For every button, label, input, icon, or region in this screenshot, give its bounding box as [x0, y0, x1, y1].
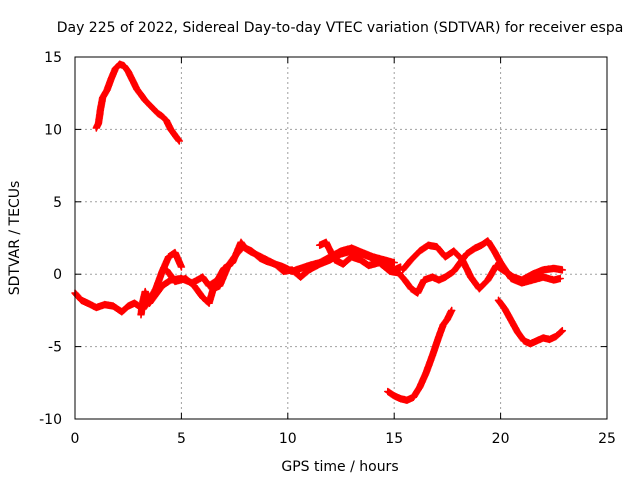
y-tick-label: 5	[53, 195, 62, 211]
x-axis-label: GPS time / hours	[281, 459, 398, 475]
data-series	[71, 60, 567, 404]
y-tick-label: 15	[44, 50, 62, 66]
y-axis-label: SDTVAR / TECUs	[7, 181, 23, 296]
y-tick-label: 10	[44, 122, 62, 138]
plot-frame	[74, 56, 608, 420]
y-tick-label: -5	[48, 340, 62, 356]
axis-ticks: 0 5 10 15 20 25 -10 -5 0 5 10 15	[39, 50, 616, 447]
series-track-8	[494, 296, 567, 348]
x-tick-label: 0	[71, 431, 80, 447]
y-tick-label: -10	[39, 412, 62, 428]
series-track-6	[398, 241, 567, 293]
series-markers	[315, 237, 564, 297]
series-markers	[398, 241, 567, 293]
series-markers	[92, 60, 184, 145]
x-tick-label: 5	[177, 431, 186, 447]
chart-title: Day 225 of 2022, Sidereal Day-to-day VTE…	[57, 20, 624, 36]
series-track-1	[92, 60, 184, 145]
series-markers	[384, 306, 456, 404]
grid	[75, 57, 607, 419]
series-track-7	[384, 306, 456, 404]
x-tick-label: 25	[598, 431, 616, 447]
series-track-5	[315, 237, 564, 297]
y-tick-label: 0	[53, 267, 62, 283]
series-markers	[494, 296, 567, 348]
x-tick-label: 10	[279, 431, 297, 447]
x-tick-label: 15	[385, 431, 403, 447]
x-tick-label: 20	[492, 431, 510, 447]
